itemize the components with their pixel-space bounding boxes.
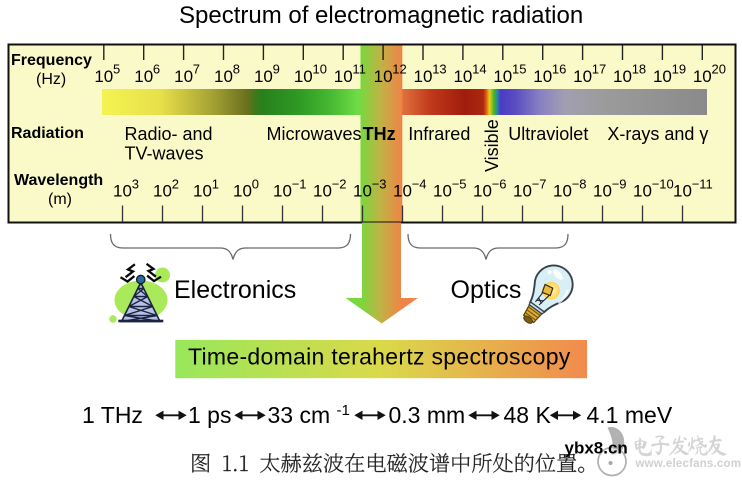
svg-text:TV-waves: TV-waves xyxy=(125,144,204,164)
svg-text:10: 10 xyxy=(593,182,612,201)
svg-text:10: 10 xyxy=(673,182,692,201)
svg-text:−7: −7 xyxy=(532,177,547,192)
svg-text:10: 10 xyxy=(153,182,172,201)
svg-text:9: 9 xyxy=(273,62,280,77)
svg-text:10: 10 xyxy=(313,182,332,201)
svg-text:11: 11 xyxy=(352,62,366,77)
svg-text:20: 20 xyxy=(712,62,726,77)
svg-text:−2: −2 xyxy=(332,177,347,192)
svg-text:1 THz: 1 THz xyxy=(82,402,143,428)
svg-text:10: 10 xyxy=(193,182,212,201)
svg-text:10: 10 xyxy=(493,67,512,86)
svg-text:33 cm: 33 cm xyxy=(268,402,331,428)
svg-text:10: 10 xyxy=(693,67,712,86)
svg-text:10: 10 xyxy=(294,67,313,86)
svg-text:4.1 meV: 4.1 meV xyxy=(587,402,673,428)
svg-text:(m): (m) xyxy=(48,191,72,208)
svg-text:1 ps: 1 ps xyxy=(188,402,231,428)
svg-text:10: 10 xyxy=(473,182,492,201)
svg-text:12: 12 xyxy=(392,62,406,77)
svg-text:Wavelength: Wavelength xyxy=(14,172,103,189)
svg-text:1: 1 xyxy=(212,177,219,192)
svg-text:10: 10 xyxy=(374,67,393,86)
svg-text:8: 8 xyxy=(233,62,240,77)
svg-text:Optics: Optics xyxy=(451,276,522,304)
svg-text:18: 18 xyxy=(632,62,646,77)
svg-text:−3: −3 xyxy=(372,177,387,192)
svg-text:10: 10 xyxy=(573,67,592,86)
svg-text:0: 0 xyxy=(252,177,259,192)
svg-text:10: 10 xyxy=(393,182,412,201)
svg-text:−6: −6 xyxy=(492,177,507,192)
svg-text:10: 10 xyxy=(254,67,273,86)
svg-text:13: 13 xyxy=(432,62,446,77)
svg-text:10: 10 xyxy=(513,182,532,201)
svg-text:−10: −10 xyxy=(652,177,674,192)
svg-text:10: 10 xyxy=(433,182,452,201)
svg-text:-1: -1 xyxy=(337,402,350,419)
svg-text:THz: THz xyxy=(363,124,396,144)
svg-text:−8: −8 xyxy=(572,177,587,192)
svg-text:−11: −11 xyxy=(692,177,713,192)
svg-text:16: 16 xyxy=(552,62,566,77)
svg-text:10: 10 xyxy=(353,182,372,201)
svg-text:10: 10 xyxy=(533,67,552,86)
svg-text:10: 10 xyxy=(653,67,672,86)
svg-text:10: 10 xyxy=(334,67,353,86)
svg-text:ybx8.cn: ybx8.cn xyxy=(565,439,628,458)
svg-text:10: 10 xyxy=(94,67,113,86)
svg-text:−9: −9 xyxy=(612,177,627,192)
svg-text:Microwaves: Microwaves xyxy=(267,124,362,144)
svg-text:10: 10 xyxy=(414,67,433,86)
svg-text:10: 10 xyxy=(174,67,193,86)
svg-text:Infrared: Infrared xyxy=(408,124,470,144)
svg-text:0.3 mm: 0.3 mm xyxy=(389,402,466,428)
svg-text:6: 6 xyxy=(153,62,160,77)
svg-text:Visible: Visible xyxy=(482,119,502,172)
svg-text:14: 14 xyxy=(472,62,486,77)
svg-text:−5: −5 xyxy=(452,177,467,192)
svg-text:X-rays and γ: X-rays and γ xyxy=(607,124,708,144)
svg-text:10: 10 xyxy=(553,182,572,201)
svg-text:15: 15 xyxy=(512,62,526,77)
svg-text:10: 10 xyxy=(633,182,652,201)
svg-text:www.elecfans.com: www.elecfans.com xyxy=(635,458,742,470)
svg-text:10: 10 xyxy=(313,62,327,77)
svg-text:10: 10 xyxy=(134,67,153,86)
svg-text:10: 10 xyxy=(453,67,472,86)
svg-text:Ultraviolet: Ultraviolet xyxy=(508,124,588,144)
svg-text:17: 17 xyxy=(592,62,606,77)
svg-text:(Hz): (Hz) xyxy=(36,71,66,88)
svg-text:10: 10 xyxy=(233,182,252,201)
svg-text:Electronics: Electronics xyxy=(174,276,296,304)
svg-text:Spectrum of electromagnetic ra: Spectrum of electromagnetic radiation xyxy=(179,2,583,29)
svg-text:Time-domain terahertz spectros: Time-domain terahertz spectroscopy xyxy=(188,344,571,370)
svg-text:10: 10 xyxy=(273,182,292,201)
svg-text:−1: −1 xyxy=(292,177,307,192)
svg-text:10: 10 xyxy=(113,182,132,201)
svg-text:Radiation: Radiation xyxy=(11,125,84,142)
svg-text:7: 7 xyxy=(193,62,200,77)
svg-text:48 K: 48 K xyxy=(504,402,552,428)
svg-text:3: 3 xyxy=(132,177,139,192)
svg-text:Frequency: Frequency xyxy=(11,52,92,69)
svg-text:5: 5 xyxy=(113,62,120,77)
svg-text:Radio- and: Radio- and xyxy=(125,124,213,144)
svg-text:10: 10 xyxy=(214,67,233,86)
svg-text:−4: −4 xyxy=(412,177,427,192)
svg-text:2: 2 xyxy=(172,177,179,192)
svg-text:10: 10 xyxy=(613,67,632,86)
svg-text:19: 19 xyxy=(672,62,686,77)
